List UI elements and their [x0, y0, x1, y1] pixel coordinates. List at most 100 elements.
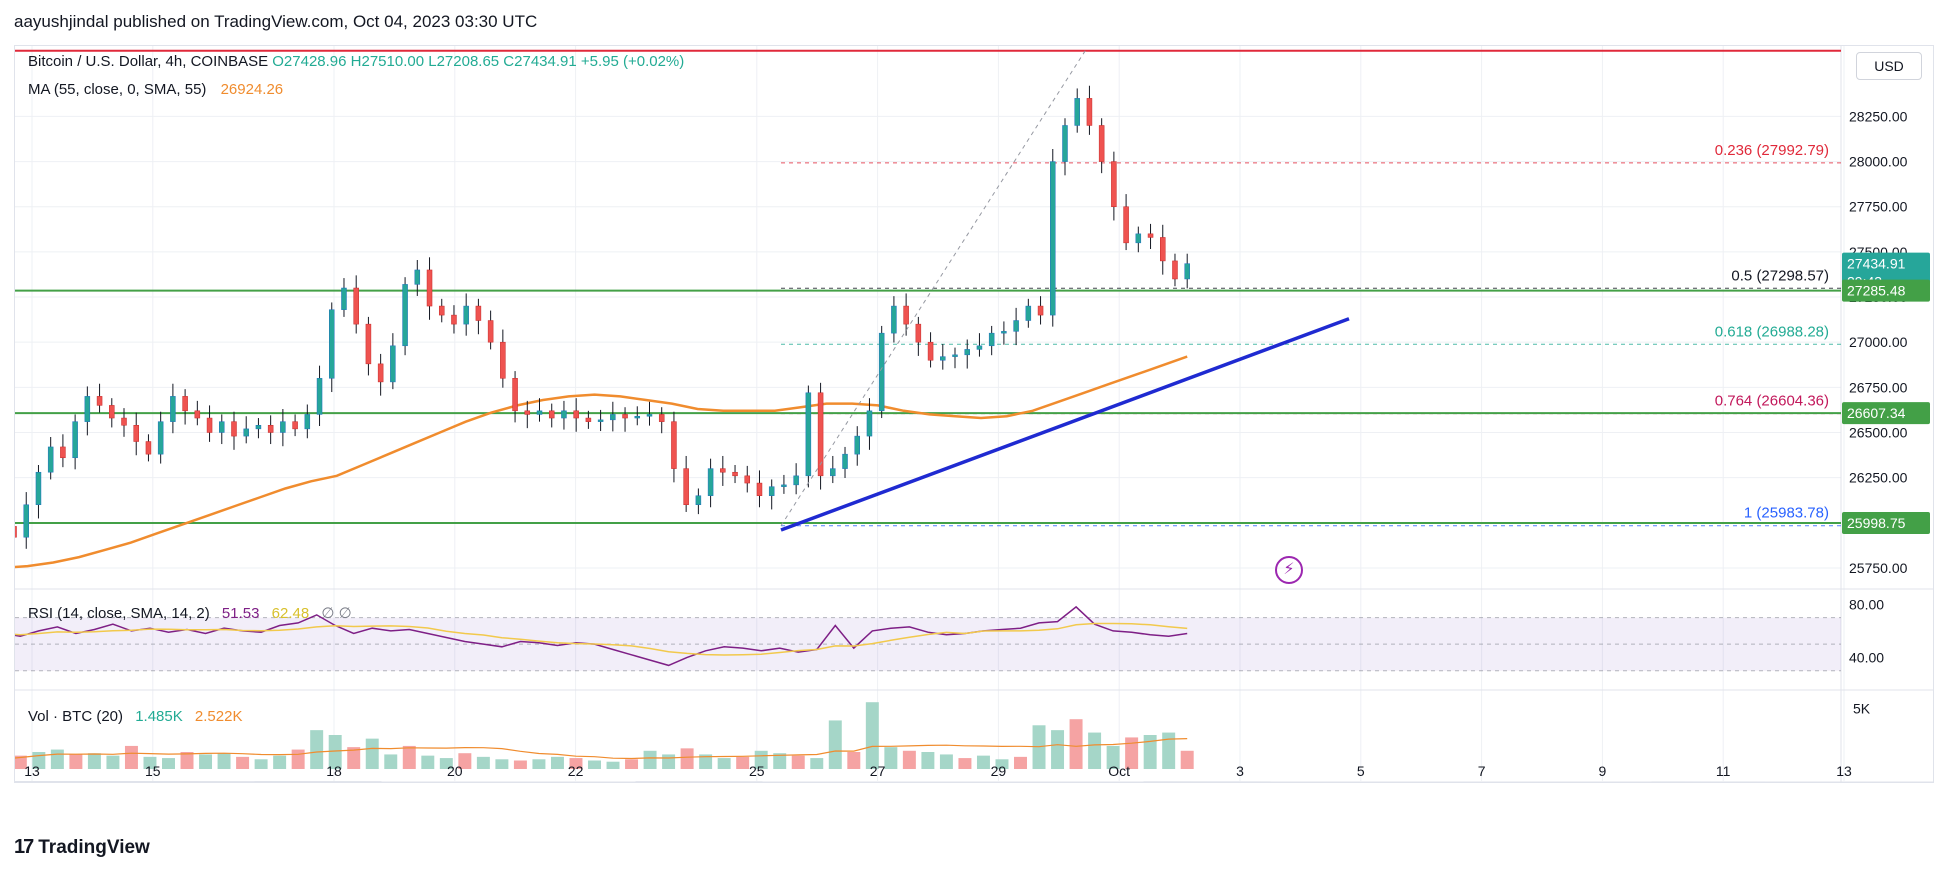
candle-body [341, 287, 347, 310]
candle [964, 339, 970, 369]
candle-body [500, 341, 506, 379]
volume-bar [328, 735, 342, 769]
candle [988, 325, 995, 356]
candle [500, 329, 506, 388]
volume-bar [199, 754, 213, 769]
candle-body [1160, 237, 1166, 262]
candle [683, 455, 689, 512]
candle-body [915, 323, 922, 343]
rsi-extra: ∅ ∅ [321, 605, 352, 622]
candle-body [1111, 161, 1117, 207]
candle [768, 479, 775, 510]
candle [512, 371, 518, 423]
candle [622, 407, 628, 432]
candle-body [231, 421, 237, 437]
volume-bar [995, 759, 1009, 769]
candle [157, 411, 164, 464]
time-tick-label: 9 [1599, 763, 1607, 779]
candle [1013, 307, 1019, 346]
trend-line [780, 317, 1350, 532]
price-tick-label: 28250.00 [1849, 108, 1908, 124]
candle [231, 411, 237, 450]
candle [597, 409, 604, 432]
candle-body [658, 414, 665, 422]
brand-name: TradingView [38, 836, 150, 858]
rsi-legend[interactable]: RSI (14, close, SMA, 14, 2) 51.53 62.48 … [28, 604, 352, 622]
candle-body [891, 305, 897, 334]
currency-button[interactable]: USD [1856, 52, 1922, 80]
volume-bar [550, 756, 564, 769]
candle-body [1001, 331, 1007, 334]
ma-value: 26924.26 [220, 81, 284, 98]
candle-body [292, 421, 298, 430]
volume-bar [106, 755, 120, 769]
candle-body [573, 410, 579, 419]
candle-body [964, 349, 970, 356]
volume-bar [606, 761, 620, 769]
candle-body [365, 323, 372, 365]
volume-legend[interactable]: Vol · BTC (20) 1.485K 2.522K [28, 708, 242, 725]
candle [1135, 226, 1142, 253]
candle-body [280, 421, 286, 433]
candle [84, 386, 91, 436]
candle-body [60, 446, 66, 459]
candle-body [243, 428, 249, 437]
volume-bar [495, 759, 509, 769]
candle [878, 325, 885, 419]
candle-body [23, 504, 29, 538]
candle-body [512, 378, 518, 412]
candle-body [1098, 125, 1105, 162]
volume-bar [87, 753, 101, 769]
candle-body [842, 453, 848, 469]
candle [194, 400, 201, 426]
candle [781, 474, 787, 494]
candle-body [390, 345, 396, 383]
volume-bar [143, 756, 157, 769]
candle [96, 383, 103, 413]
candle-body [1147, 233, 1154, 238]
symbol-legend[interactable]: Bitcoin / U.S. Dollar, 4h, COINBASE O274… [28, 53, 684, 70]
candle [475, 298, 482, 335]
fib-label: 0.618 (26988.28) [1715, 323, 1829, 340]
lightning-icon[interactable]: ⚡ [1275, 556, 1303, 584]
symbol-name: Bitcoin / U.S. Dollar, 4h, COINBASE [28, 53, 269, 70]
candle [707, 458, 714, 508]
candle [610, 401, 616, 432]
candle-body [1184, 263, 1190, 280]
volume-bar [532, 759, 546, 769]
time-tick-label: Oct [1108, 763, 1130, 779]
ma-legend[interactable]: MA (55, close, 0, SMA, 55) 26924.26 [28, 81, 283, 98]
candle-body [15, 526, 17, 538]
candle-body [793, 475, 799, 486]
candle [487, 310, 494, 350]
fib-label: 0 (28613.37) [1744, 46, 1829, 47]
volume-value: 1.485K [135, 708, 183, 725]
candle-body [426, 269, 433, 307]
volume-tick-label: 5K [1853, 700, 1871, 716]
ma-label: MA (55, close, 0, SMA, 55) [28, 81, 207, 98]
price-tick-label: 26750.00 [1849, 379, 1908, 395]
candle [72, 414, 78, 470]
candle-body [1074, 98, 1080, 126]
volume-bar [1162, 732, 1176, 769]
candle-body [157, 421, 164, 455]
volume-bar [217, 753, 231, 769]
price-tick-label: 25750.00 [1849, 560, 1908, 576]
candle-body [72, 421, 78, 459]
candle-body [695, 495, 702, 505]
volume-bar [162, 758, 175, 769]
time-tick-label: 22 [568, 763, 584, 779]
candle-body [96, 396, 103, 406]
candle [267, 415, 274, 445]
candle-body [597, 419, 604, 422]
volume-bar [865, 702, 879, 769]
candle [145, 434, 152, 462]
time-tick-label: 3 [1236, 763, 1244, 779]
candle-body [781, 484, 787, 487]
tradingview-logo[interactable]: 17 TradingView [14, 836, 150, 859]
tradingview-logo-icon: 17 [14, 836, 34, 858]
candle-body [1062, 125, 1068, 162]
candle [524, 400, 531, 429]
chart-canvas[interactable]: 0 (28613.37) 0.236 (27992.79) 0.5 (27298.5… [15, 46, 1933, 782]
time-tick-label: 11 [1716, 763, 1731, 779]
